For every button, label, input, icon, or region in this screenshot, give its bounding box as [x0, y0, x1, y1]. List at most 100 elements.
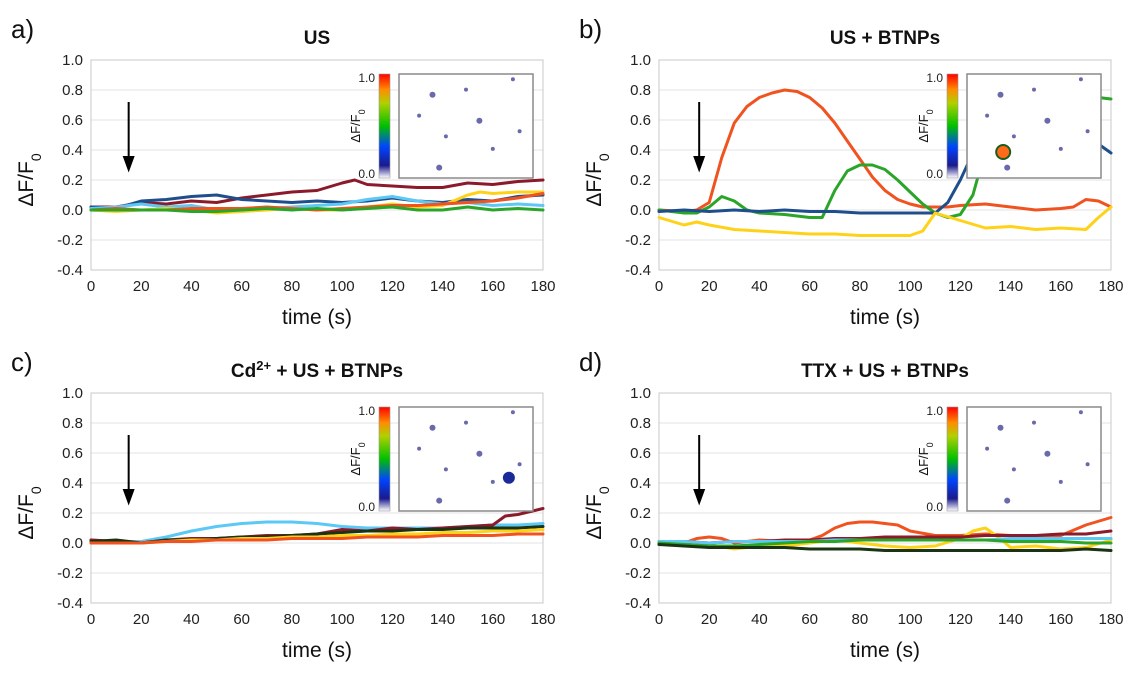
cell-speck — [443, 134, 448, 139]
x-tick-label: 0 — [87, 611, 95, 628]
x-tick-label: 140 — [430, 278, 455, 295]
y-tick-label: 0.6 — [62, 445, 83, 462]
stimulus-arrow-head — [122, 489, 135, 506]
series-line — [89, 532, 545, 545]
y-tick-label: 0.0 — [62, 535, 83, 552]
colorbar-max-label: 1.0 — [926, 404, 943, 418]
y-axis-label: ΔF/F0 — [15, 153, 44, 207]
x-tick-label: 140 — [998, 278, 1023, 295]
x-tick-label: 100 — [330, 278, 355, 295]
colorbar-max-label: 1.0 — [358, 404, 375, 418]
plot-frame — [658, 59, 1112, 271]
x-axis-label: time (s) — [282, 639, 352, 662]
cell-speck — [1032, 420, 1036, 425]
y-tick-label: 0.8 — [62, 82, 83, 99]
x-tick-label: 20 — [701, 278, 718, 295]
y-tick-label: 0.2 — [62, 172, 83, 189]
colorbar — [946, 73, 959, 179]
cell-speck — [517, 129, 522, 134]
y-tick-label: -0.2 — [57, 565, 83, 582]
x-tick-label: 180 — [530, 278, 555, 295]
plot-frame — [90, 392, 544, 604]
x-tick-label: 140 — [998, 611, 1023, 628]
plot-frame — [658, 392, 1112, 604]
cell-speck — [1085, 129, 1090, 134]
stimulus-arrow-head — [693, 156, 706, 173]
y-tick-label: 0.6 — [630, 112, 651, 129]
chart-panel-a: a) US -0.4 -0.2 0.0 0.2 0.4 0.6 0.8 1.0 0 20 40 60 80 1… — [11, 14, 556, 329]
cell-speck — [1044, 117, 1051, 124]
y-tick-label: -0.4 — [57, 595, 83, 612]
x-tick-label: 60 — [233, 278, 250, 295]
y-tick-label: 0.6 — [62, 112, 83, 129]
cell-speck — [510, 77, 515, 82]
y-tick-label: 0.0 — [630, 535, 651, 552]
series-line — [657, 205, 1113, 237]
inset-image-panel: 1.0 0.0 ΔF/F0 — [916, 71, 1102, 181]
x-tick-label: 60 — [233, 611, 250, 628]
colorbar-axis-label: ΔF/F0 — [916, 442, 935, 475]
cell-speck — [985, 446, 990, 451]
cell-speck — [443, 467, 448, 472]
x-tick-label: 80 — [284, 611, 301, 628]
active-cell — [502, 471, 515, 484]
cell-speck — [429, 424, 436, 431]
stimulus-arrow-head — [693, 489, 706, 506]
y-axis-label: ΔF/F0 — [583, 153, 612, 207]
x-tick-label: 60 — [801, 278, 818, 295]
series-line — [89, 178, 545, 209]
cell-speck — [1058, 479, 1063, 484]
y-tick-label: 0.4 — [630, 475, 651, 492]
y-axis-label: ΔF/F0 — [15, 486, 44, 540]
y-tick-label: -0.4 — [625, 595, 651, 612]
colorbar-min-label: 0.0 — [926, 500, 943, 514]
y-tick-label: 0.8 — [630, 82, 651, 99]
y-tick-label: 0.0 — [62, 202, 83, 219]
x-tick-label: 40 — [183, 611, 200, 628]
plot-frame — [90, 59, 544, 271]
cell-speck — [997, 91, 1004, 98]
panel-label: c) — [11, 347, 33, 377]
y-tick-label: -0.2 — [57, 232, 83, 249]
chart-panel-c: c) Cd2+ + US + BTNPs -0.4 -0.2 0.0 0.2 0.4 0.6 0… — [11, 347, 556, 662]
colorbar — [378, 406, 391, 512]
cell-speck — [464, 420, 468, 425]
x-tick-label: 100 — [330, 611, 355, 628]
x-tick-label: 120 — [948, 611, 973, 628]
colorbar-min-label: 0.0 — [926, 167, 943, 181]
y-tick-label: 0.4 — [62, 142, 83, 159]
inset-image-panel: 1.0 0.0 ΔF/F0 — [916, 404, 1102, 514]
chart-title: US — [304, 28, 330, 49]
y-tick-label: 1.0 — [630, 385, 651, 402]
x-axis-label: time (s) — [850, 639, 920, 662]
chart-title: Cd2+ + US + BTNPs — [231, 358, 403, 383]
colorbar-axis-label: ΔF/F0 — [348, 442, 367, 475]
y-tick-label: 0.6 — [630, 445, 651, 462]
panel-label: d) — [579, 347, 602, 377]
x-tick-label: 100 — [898, 611, 923, 628]
x-tick-label: 60 — [801, 611, 818, 628]
y-tick-label: 0.2 — [630, 172, 651, 189]
y-tick-label: 1.0 — [62, 52, 83, 69]
y-tick-label: -0.4 — [625, 262, 651, 279]
cell-speck — [1078, 410, 1083, 415]
colorbar-max-label: 1.0 — [926, 71, 943, 85]
active-cell — [995, 144, 1012, 160]
cell-speck — [464, 87, 468, 92]
stimulus-arrow-head — [122, 156, 135, 173]
cell-speck — [429, 91, 436, 98]
y-tick-label: 0.8 — [62, 415, 83, 432]
panel-label: a) — [11, 14, 34, 44]
colorbar-min-label: 0.0 — [358, 500, 375, 514]
chart-panel-b: b) US + BTNPs -0.4 -0.2 0.0 0.2 0.4 0.6 0.8 1.0 0 2… — [579, 14, 1124, 329]
series-line — [657, 543, 1113, 552]
cell-speck — [436, 497, 443, 504]
y-tick-label: 0.4 — [630, 142, 651, 159]
x-tick-label: 0 — [655, 611, 663, 628]
cell-speck — [490, 146, 495, 151]
cell-speck — [985, 113, 990, 118]
series-line — [657, 88, 1113, 213]
x-tick-label: 180 — [1098, 611, 1123, 628]
y-tick-label: 0.8 — [630, 415, 651, 432]
